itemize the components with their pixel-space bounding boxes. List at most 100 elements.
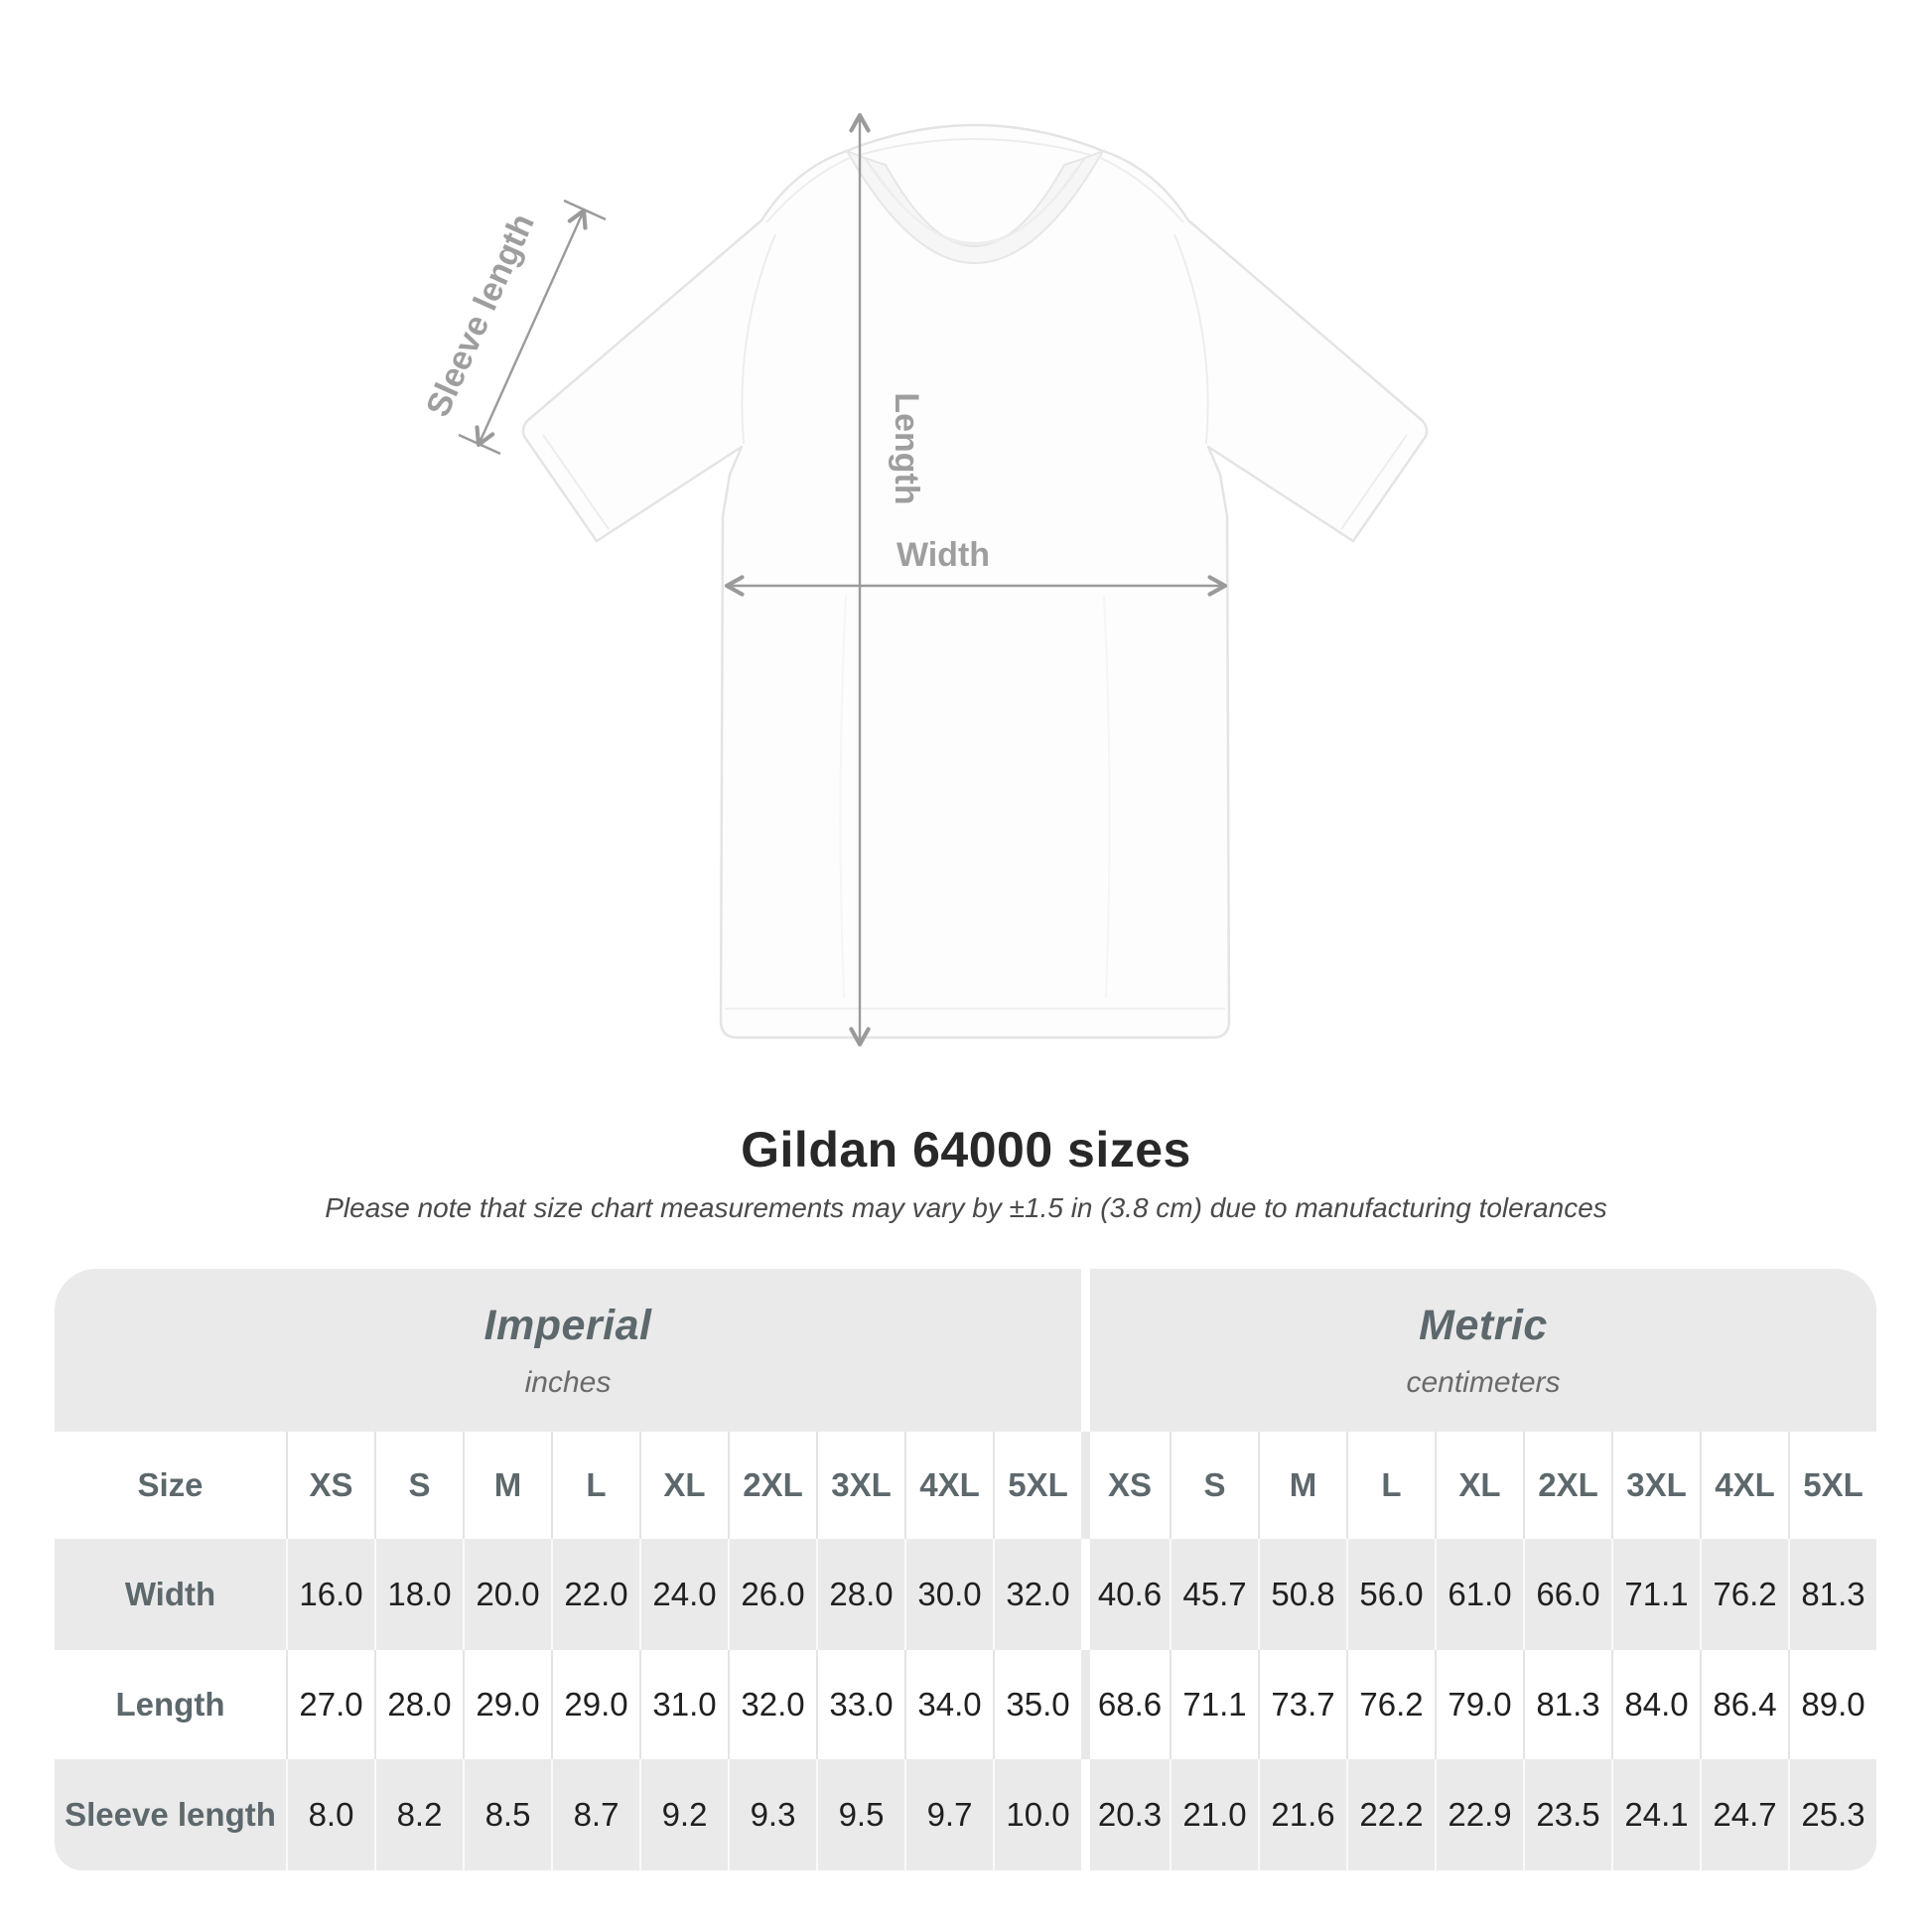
value-cell: 24.1 [1611, 1759, 1700, 1870]
value-cell: 50.8 [1258, 1539, 1346, 1650]
value-cell: 25.3 [1788, 1759, 1876, 1870]
value-cell: 71.1 [1170, 1650, 1258, 1759]
value-cell: 10.0 [993, 1759, 1081, 1870]
size-header-cell: 3XL [1611, 1432, 1700, 1539]
right-cuff-stitch [1340, 434, 1408, 530]
row-label: Length [55, 1650, 286, 1759]
value-cell: 9.2 [639, 1759, 728, 1870]
value-cell: 28.0 [374, 1650, 463, 1759]
value-cell: 16.0 [286, 1539, 374, 1650]
metric-group-label: Metric [1419, 1301, 1548, 1349]
value-cell: 56.0 [1346, 1539, 1435, 1650]
metric-group-header: Metric centimeters [1081, 1269, 1876, 1432]
size-header-cell: M [463, 1432, 551, 1539]
fabric-creases [839, 595, 1111, 999]
value-cell: 73.7 [1258, 1650, 1346, 1759]
value-cell: 29.0 [551, 1650, 639, 1759]
value-cell: 9.5 [816, 1759, 904, 1870]
value-cell: 61.0 [1435, 1539, 1523, 1650]
value-cell: 84.0 [1611, 1650, 1700, 1759]
value-cell: 81.3 [1523, 1650, 1611, 1759]
sleeve-tick-bottom [458, 433, 501, 456]
value-cell: 8.2 [374, 1759, 463, 1870]
measurement-annotations [458, 112, 1228, 1047]
length-label: Length [888, 392, 925, 504]
value-cell: 76.2 [1346, 1650, 1435, 1759]
size-header-cell: S [1170, 1432, 1258, 1539]
right-shoulder-seam [1097, 156, 1184, 223]
value-cell: 21.0 [1170, 1759, 1258, 1870]
value-cell: 8.5 [463, 1759, 551, 1870]
value-cell: 23.5 [1523, 1759, 1611, 1870]
value-cell: 9.7 [904, 1759, 993, 1870]
tshirt-measurement-diagram: Sleeve length Length Width [419, 112, 1429, 1047]
value-cell: 32.0 [993, 1539, 1081, 1650]
right-armhole-seam [1173, 233, 1209, 445]
value-cell: 22.2 [1346, 1759, 1435, 1870]
value-cell: 30.0 [904, 1539, 993, 1650]
value-cell: 26.0 [728, 1539, 816, 1650]
row-label: Sleeve length [55, 1759, 286, 1870]
value-cell: 66.0 [1523, 1539, 1611, 1650]
value-cell: 31.0 [639, 1650, 728, 1759]
back-collar-line [859, 138, 1091, 156]
sleeve-tick-top [563, 199, 607, 221]
page-title: Gildan 64000 sizes [741, 1122, 1191, 1177]
value-cell: 24.7 [1700, 1759, 1788, 1870]
row-label: Width [55, 1539, 286, 1650]
tshirt-illustration [521, 123, 1429, 1039]
size-header-cell: XS [1081, 1432, 1170, 1539]
value-cell: 28.0 [816, 1539, 904, 1650]
value-cell: 24.0 [639, 1539, 728, 1650]
value-cell: 34.0 [904, 1650, 993, 1759]
value-cell: 20.0 [463, 1539, 551, 1650]
size-header-cell: L [1346, 1432, 1435, 1539]
size-header-cell: 4XL [904, 1432, 993, 1539]
size-header-cell: XL [639, 1432, 728, 1539]
value-cell: 21.6 [1258, 1759, 1346, 1870]
value-cell: 8.0 [286, 1759, 374, 1870]
value-cell: 27.0 [286, 1650, 374, 1759]
tshirt-collar [844, 148, 1106, 264]
metric-group-unit: centimeters [1406, 1365, 1561, 1399]
value-cell: 22.9 [1435, 1759, 1523, 1870]
size-table: Imperial inches Metric centimeters Size X… [55, 1269, 1876, 1870]
size-header-cell: S [374, 1432, 463, 1539]
value-cell: 8.7 [551, 1759, 639, 1870]
value-cell: 81.3 [1788, 1539, 1876, 1650]
value-cell: 45.7 [1170, 1539, 1258, 1650]
size-header-cell: XL [1435, 1432, 1523, 1539]
size-header-cell: M [1258, 1432, 1346, 1539]
size-header-cell: L [551, 1432, 639, 1539]
value-cell: 68.6 [1081, 1650, 1170, 1759]
width-label: Width [897, 536, 990, 574]
value-cell: 29.0 [463, 1650, 551, 1759]
size-header-cell: XS [286, 1432, 374, 1539]
size-header-cell: 2XL [1523, 1432, 1611, 1539]
imperial-group-label: Imperial [483, 1301, 652, 1349]
value-cell: 33.0 [816, 1650, 904, 1759]
value-cell: 40.6 [1081, 1539, 1170, 1650]
value-cell: 76.2 [1700, 1539, 1788, 1650]
title-block: Gildan 64000 sizes Please note that size… [0, 1122, 1932, 1225]
tolerance-note: Please note that size chart measurements… [325, 1192, 1607, 1223]
value-cell: 9.3 [728, 1759, 816, 1870]
left-cuff-stitch [542, 434, 610, 530]
collar-stitch-2 [873, 168, 1077, 245]
value-cell: 32.0 [728, 1650, 816, 1759]
value-cell: 71.1 [1611, 1539, 1700, 1650]
value-cell: 18.0 [374, 1539, 463, 1650]
size-col-header: Size [55, 1432, 286, 1539]
size-header-cell: 5XL [1788, 1432, 1876, 1539]
size-header-cell: 5XL [993, 1432, 1081, 1539]
imperial-group-header: Imperial inches [55, 1269, 1081, 1432]
value-cell: 89.0 [1788, 1650, 1876, 1759]
value-cell: 20.3 [1081, 1759, 1170, 1870]
value-cell: 79.0 [1435, 1650, 1523, 1759]
left-shoulder-seam [765, 156, 853, 223]
size-header-cell: 3XL [816, 1432, 904, 1539]
imperial-group-unit: inches [524, 1365, 612, 1399]
sleeve-dimension-line [475, 207, 588, 448]
value-cell: 22.0 [551, 1539, 639, 1650]
